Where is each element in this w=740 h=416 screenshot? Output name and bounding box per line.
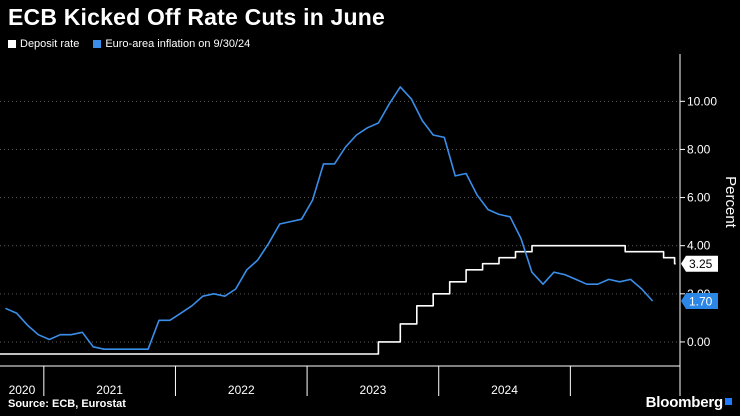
x-year-label: 2021 [96,383,123,397]
inflation-line [5,86,654,350]
inflation-end-label: 1.70 [689,295,713,309]
chart-title: ECB Kicked Off Rate Cuts in June [8,4,386,30]
bloomberg-logo: Bloomberg [646,394,732,411]
y-tick-label: 4.00 [687,239,711,253]
legend-item-inflation: Euro-area inflation on 9/30/24 [93,38,250,50]
deposit-rate-line [0,244,676,355]
x-year-label: 2020 [9,383,36,397]
y-tick-label: 10.00 [687,94,717,108]
legend-swatch-deposit-rate [8,40,16,48]
legend-swatch-inflation [93,40,102,48]
legend: Deposit rate Euro-area inflation on 9/30… [8,38,250,50]
y-axis-title: Percent [722,176,739,229]
legend-label-inflation: Euro-area inflation on 9/30/24 [105,38,251,50]
x-year-label: 2022 [228,383,255,397]
legend-label-deposit-rate: Deposit rate [20,38,80,50]
y-tick-label: 0.00 [687,335,711,349]
legend-item-deposit-rate: Deposit rate [8,38,79,50]
inflation-end-badge [681,293,718,310]
x-year-label: 2024 [491,383,518,397]
source-note: Source: ECB, Eurostat [8,398,126,410]
y-tick-label: 8.00 [687,142,711,156]
y-tick-label: 6.00 [687,191,711,205]
deposit-rate-end-label: 3.25 [689,257,713,271]
deposit-rate-end-badge [681,255,718,272]
x-year-label: 2023 [360,383,387,397]
